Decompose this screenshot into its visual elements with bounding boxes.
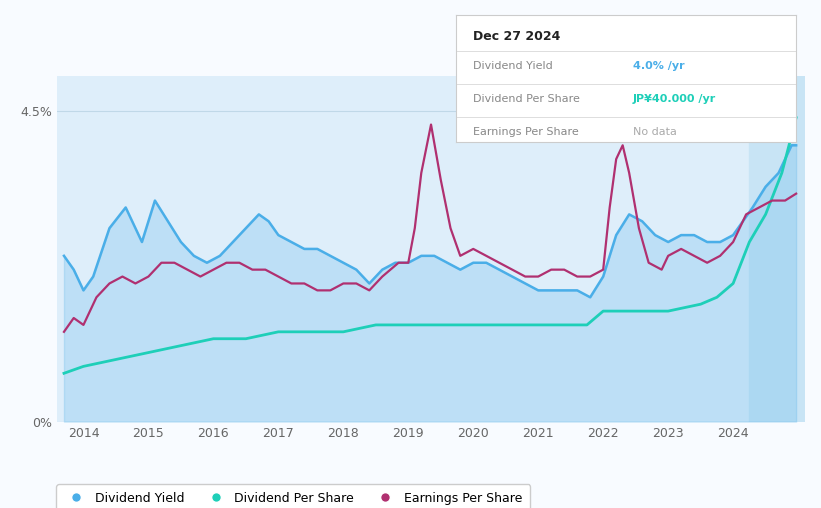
Bar [750,76,805,422]
Text: Dec 27 2024: Dec 27 2024 [473,30,560,44]
Text: No data: No data [633,127,677,137]
Text: JP¥40.000 /yr: JP¥40.000 /yr [633,94,716,104]
Legend: Dividend Yield, Dividend Per Share, Earnings Per Share: Dividend Yield, Dividend Per Share, Earn… [57,484,530,508]
Text: Dividend Yield: Dividend Yield [473,61,553,71]
Text: 4.0% /yr: 4.0% /yr [633,61,685,71]
Text: Dividend Per Share: Dividend Per Share [473,94,580,104]
Text: Past: Past [754,111,779,124]
Text: Earnings Per Share: Earnings Per Share [473,127,579,137]
